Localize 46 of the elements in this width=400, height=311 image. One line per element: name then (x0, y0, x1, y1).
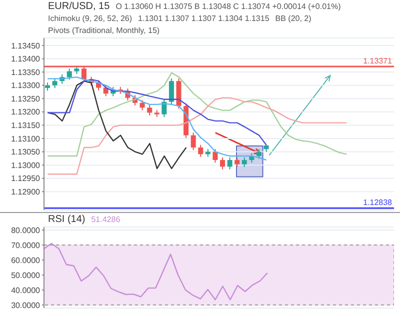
candlestick (190, 132, 196, 151)
y-tick-label: 1.13450 (11, 41, 41, 50)
y-tick-label: 60.0000 (11, 256, 41, 265)
chart-title: EUR/USD, 15 (48, 1, 110, 12)
text: BB (20, 2) (275, 13, 312, 24)
line-series (43, 242, 268, 300)
y-tick-label: 1.13150 (11, 121, 41, 130)
y-tick-label: 70.0000 (11, 240, 41, 250)
text: 51.4286 (91, 214, 120, 225)
candlestick (220, 156, 225, 170)
y-tick-label: 30.0000 (11, 300, 41, 310)
y-tick-label: 1.12950 (11, 174, 41, 184)
y-tick-label: 1.13300 (11, 81, 41, 90)
y-tick-label: 1.12900 (11, 187, 41, 196)
y-tick-label: 1.13100 (11, 134, 41, 144)
text: Ichimoku (9, 26, 52, 26) (48, 13, 132, 24)
candlestick (256, 148, 262, 160)
candlestick (198, 144, 204, 158)
candlestick (212, 148, 218, 164)
text: Pivots (Traditional, Monthly, 15) (48, 25, 160, 36)
ref-line-label: 1.12838 (363, 198, 393, 208)
y-tick-label: 1.13200 (11, 108, 41, 117)
candlestick (66, 68, 72, 80)
y-tick-label: 1.13000 (11, 160, 41, 170)
line-series (47, 97, 348, 175)
candlestick (168, 78, 174, 105)
y-tick-label: 1.13400 (11, 54, 41, 64)
candlestick (140, 100, 145, 111)
ref-line-label: 1.13371 (363, 56, 393, 66)
candlestick (103, 84, 108, 97)
candlestick (147, 104, 152, 116)
chart-title: RSI (14) (48, 214, 86, 225)
line-series (47, 72, 348, 157)
y-tick-label: 80.0000 (11, 226, 41, 235)
y-tick-label: 50.0000 (11, 270, 41, 280)
y-tick-label: 1.13350 (11, 68, 41, 77)
y-tick-label: 40.0000 (11, 286, 41, 295)
chart-subtitle: O 1.13060 H 1.13075 B 1.13048 C 1.13074 +0.00014 (+0.01%) (116, 1, 341, 12)
candlestick (227, 156, 232, 170)
candlestick (242, 156, 247, 168)
y-tick-label: 1.13050 (11, 148, 41, 157)
line-series (47, 80, 187, 170)
candlestick (234, 156, 240, 168)
y-tick-label: 1.13250 (11, 94, 41, 104)
candlestick (52, 78, 58, 88)
text: 1.1301 1.1307 1.1307 1.1304 1.1315 (138, 13, 270, 24)
